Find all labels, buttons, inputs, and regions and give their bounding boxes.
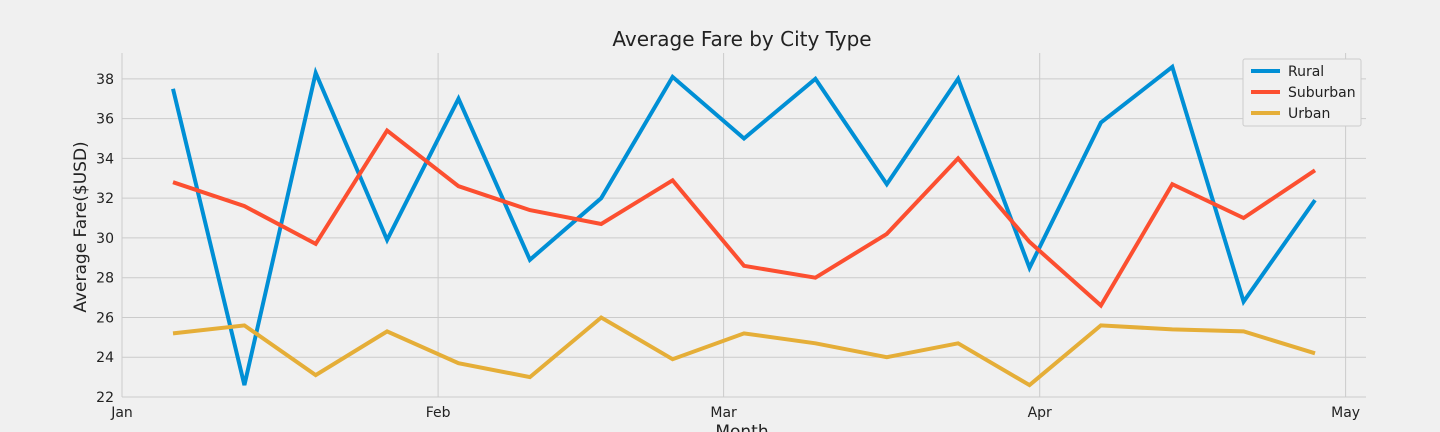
legend-label-urban: Urban <box>1288 106 1330 122</box>
x-tick-label: May <box>1331 405 1360 421</box>
x-tick-label: Apr <box>1028 405 1052 421</box>
x-tick-label: Mar <box>710 405 737 421</box>
legend-box <box>1242 58 1362 127</box>
series-line-urban <box>172 315 1316 388</box>
series-line-suburban <box>172 127 1317 309</box>
y-tick-label: 26 <box>96 310 114 326</box>
y-tick-label: 36 <box>96 112 114 128</box>
y-tick-label: 30 <box>96 231 114 247</box>
x-tick-label: Feb <box>426 405 451 421</box>
y-tick-label: 24 <box>96 350 114 366</box>
y-tick-label: 28 <box>96 271 114 287</box>
legend-label-rural: Rural <box>1288 64 1324 80</box>
y-tick-label: 38 <box>96 72 114 88</box>
series-lines <box>171 63 1317 388</box>
y-tick-label: 22 <box>96 390 114 406</box>
legend: Rural Suburban Urban <box>1242 58 1362 127</box>
x-tick-labels: Jan Feb Mar Apr May <box>110 405 1360 421</box>
x-axis-label: Month <box>715 422 768 432</box>
x-tick-label: Jan <box>110 405 133 421</box>
y-axis-label: Average Fare($USD) <box>71 141 91 312</box>
y-tick-label: 34 <box>96 151 114 167</box>
series-line-rural <box>171 63 1317 386</box>
chart-title: Average Fare by City Type <box>612 27 871 51</box>
legend-label-suburban: Suburban <box>1288 85 1356 101</box>
y-tick-label: 32 <box>96 191 114 207</box>
y-tick-labels: 22 24 26 28 30 32 34 36 38 <box>96 72 114 406</box>
